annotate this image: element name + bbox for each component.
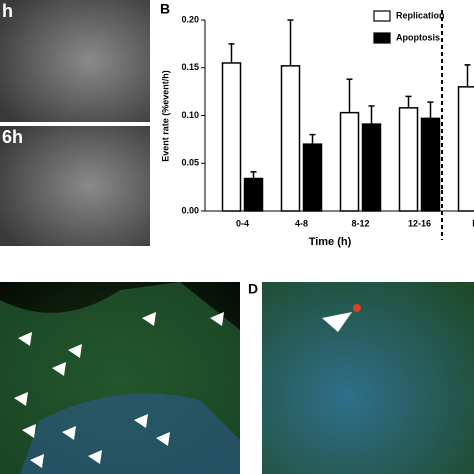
panel-label: B [160, 1, 170, 17]
bar [243, 177, 264, 212]
bar [398, 107, 419, 212]
x-tick-label: 8-12 [351, 218, 369, 228]
micrograph [262, 282, 474, 474]
legend-swatch [373, 10, 391, 22]
bar [457, 86, 474, 212]
bar [280, 65, 301, 212]
arrowheads [14, 312, 224, 468]
arrowhead [322, 312, 352, 332]
y-tick-label: 0.20 [181, 14, 199, 24]
bar [420, 117, 441, 212]
y-tick-label: 0.05 [181, 158, 199, 168]
legend-swatch [373, 32, 391, 44]
bar [221, 62, 242, 212]
cell [353, 304, 361, 312]
x-tick-label: 4-8 [295, 218, 308, 228]
bar [302, 143, 323, 212]
y-tick-label: 0.10 [181, 110, 199, 120]
image-label: 6h [2, 127, 23, 147]
micrograph [0, 126, 150, 246]
image-label: h [2, 1, 13, 21]
cell-region [20, 393, 240, 474]
x-axis-label: Time (h) [309, 236, 352, 248]
x-tick-label: Me [472, 218, 474, 228]
legend-label: Apoptosis [396, 32, 440, 42]
x-tick-label: 12-16 [408, 218, 431, 228]
micrograph [0, 0, 150, 122]
legend-label: Replication [396, 10, 445, 20]
panel-label: D [248, 281, 258, 297]
y-axis-label: Event rate (%event/h) [160, 70, 170, 162]
bar [339, 111, 360, 212]
bar [361, 123, 382, 212]
y-tick-label: 0.00 [181, 205, 199, 215]
y-tick-label: 0.15 [181, 62, 199, 72]
x-tick-label: 0-4 [236, 218, 249, 228]
